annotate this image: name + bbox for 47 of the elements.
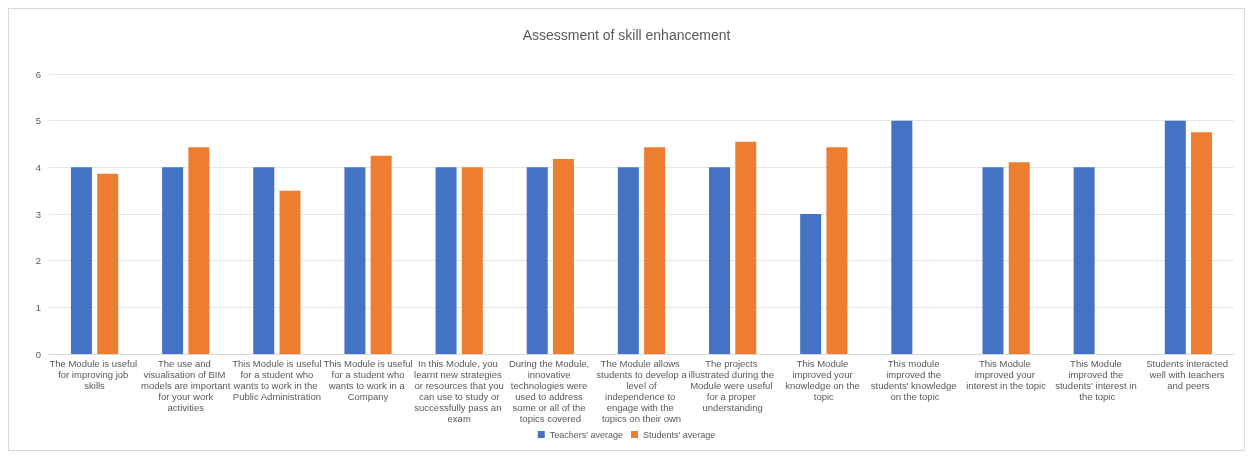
- chart-title: Assessment of skill enhancement: [522, 27, 731, 43]
- bar: [826, 147, 848, 354]
- x-tick-label: In this Module, you learnt new strategies or resources that you can use to study or successfully pass an exam: [414, 358, 505, 424]
- x-tick-label: This Module is useful for a student who wants to work in a Company: [323, 358, 413, 402]
- y-tick-label: 1: [35, 301, 41, 313]
- bar: [800, 214, 822, 354]
- bar: [253, 167, 275, 354]
- bar: [552, 158, 574, 354]
- x-tick-label: The Module allows students to develop a level of independence to engage with the topics on their own: [596, 358, 688, 424]
- bar: [97, 173, 119, 354]
- bar: [461, 167, 483, 354]
- bar: [1191, 132, 1213, 354]
- x-tick-label: During the Module, innovative technologies were used to address some or all of the topics covered: [508, 358, 592, 424]
- bar: [644, 147, 666, 354]
- x-tick-label: The Module is useful for improving job skills: [49, 358, 140, 391]
- y-tick-label: 3: [35, 208, 41, 220]
- x-tick-label: This Module improved your knowledge on the topic: [785, 358, 863, 402]
- bar: [891, 120, 913, 354]
- bar: [617, 167, 639, 354]
- y-tick-label: 5: [35, 115, 41, 127]
- legend-label: Teachers' average: [549, 429, 623, 440]
- y-tick-label: 0: [35, 348, 41, 360]
- x-tick-label: This Module improved the students' interest in the topic: [1055, 358, 1140, 402]
- bar: [344, 167, 366, 354]
- x-tick-label: This Module is useful for a student who wants to work in the Public Administration: [232, 358, 322, 402]
- legend-label: Students' average: [643, 429, 716, 440]
- bar: [735, 141, 757, 354]
- bar: [526, 167, 548, 354]
- bar: [1008, 162, 1030, 354]
- bar: [1073, 167, 1095, 354]
- bar: [188, 147, 210, 354]
- bar: [709, 167, 731, 354]
- x-tick-label: Students interacted well with teachers and peers: [1146, 358, 1231, 391]
- y-tick-label: 2: [35, 255, 41, 267]
- x-tick-label: The projects illustrated during the Module were useful for a proper understanding: [688, 358, 777, 413]
- bar: [982, 167, 1004, 354]
- bar: [370, 155, 392, 354]
- bar: [162, 167, 184, 354]
- y-tick-label: 4: [35, 161, 41, 173]
- x-tick-label: This Module improved your interest in the topic: [966, 358, 1047, 391]
- bar: [435, 167, 457, 354]
- x-tick-label: The use and visualisation of BIM models are important for your work activities: [141, 358, 231, 413]
- x-tick-label: This module improved the students' knowledge on the topic: [870, 358, 960, 402]
- bar: [279, 190, 301, 354]
- bar: [1164, 120, 1186, 354]
- bar: [70, 167, 92, 354]
- y-tick-label: 6: [35, 68, 41, 80]
